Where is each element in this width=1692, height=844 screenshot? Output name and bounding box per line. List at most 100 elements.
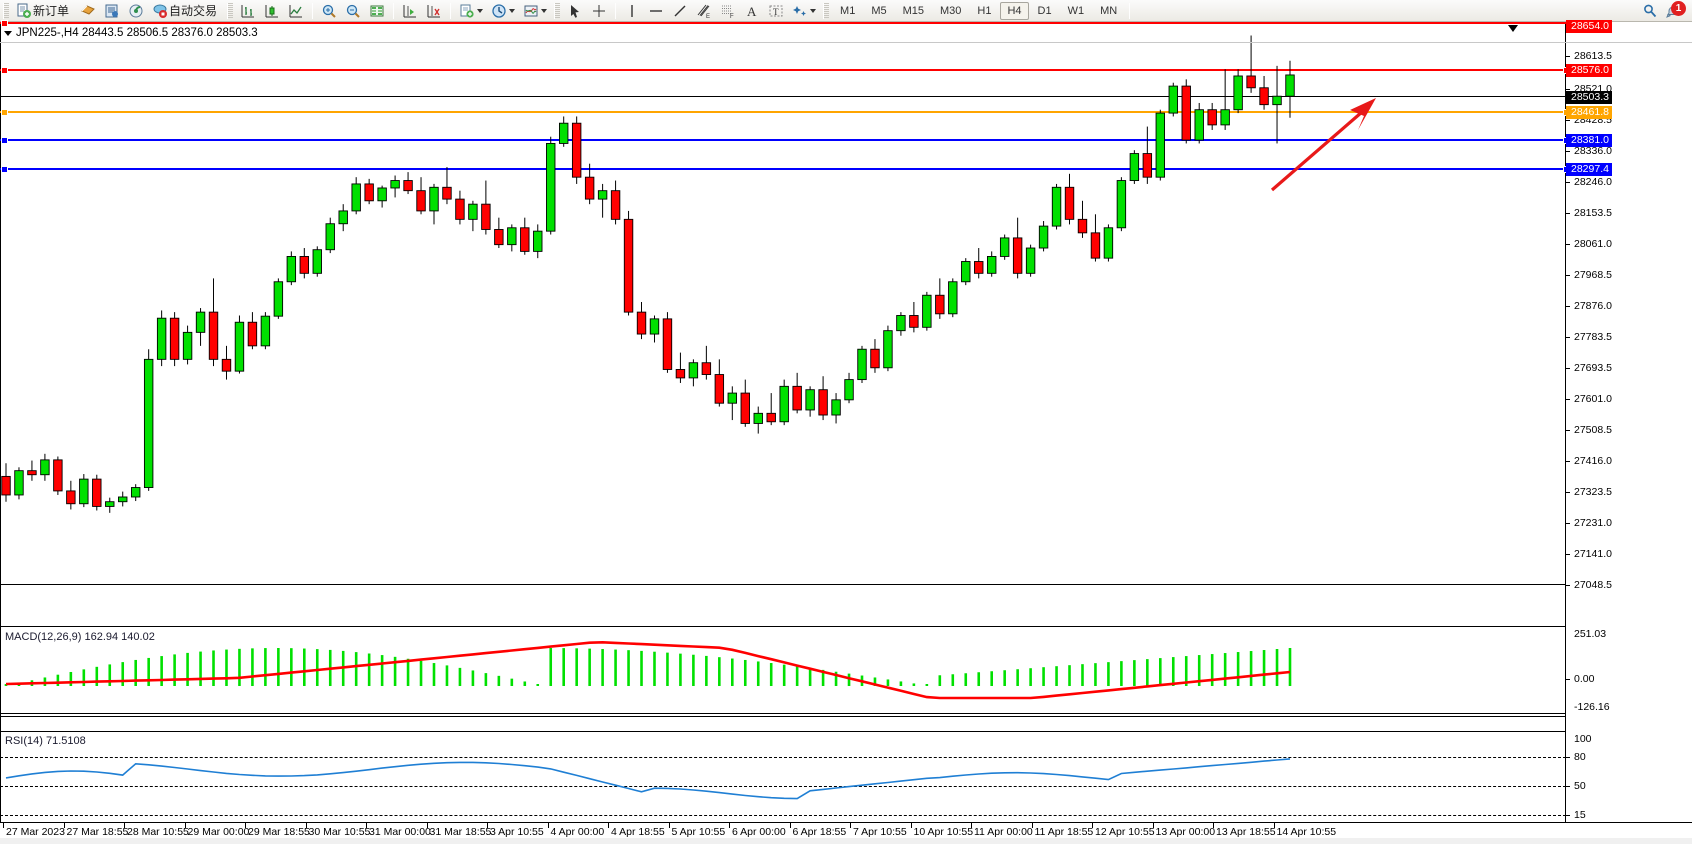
tab-timeframe-h1[interactable]: H1 bbox=[977, 4, 992, 17]
time-tick-mark bbox=[366, 823, 367, 828]
time-tick-label: 7 Apr 10:55 bbox=[853, 826, 907, 838]
line-handle-left[interactable] bbox=[1, 20, 8, 27]
rsi-series bbox=[5, 758, 1291, 800]
chevron-down-icon-2[interactable] bbox=[509, 8, 516, 13]
tab-timeframe-d1[interactable]: D1 bbox=[1037, 4, 1052, 17]
current-price-line-28503 bbox=[0, 96, 1566, 97]
time-tick-mark bbox=[1213, 823, 1214, 828]
candlestick-series bbox=[1, 35, 1295, 513]
price-tick: 28428.5 bbox=[1566, 115, 1612, 126]
toolbar-grip-4[interactable] bbox=[823, 2, 830, 19]
tab-timeframe-w1[interactable]: W1 bbox=[1067, 4, 1085, 17]
auto-scroll-icon[interactable] bbox=[423, 1, 445, 21]
chart-top-red-line[interactable] bbox=[0, 20, 1566, 27]
tab-timeframe-mn[interactable]: MN bbox=[1100, 4, 1118, 17]
template-icon[interactable] bbox=[456, 1, 486, 21]
time-tick-label: 27 Mar 2023 bbox=[6, 826, 65, 838]
line-handle-left[interactable] bbox=[1, 166, 8, 173]
text-icon[interactable]: A bbox=[741, 1, 763, 21]
text-label-icon[interactable]: T bbox=[765, 1, 787, 21]
data-window-icon[interactable] bbox=[101, 1, 123, 21]
price-tick: 27693.5 bbox=[1566, 363, 1612, 374]
time-tick-label: 4 Apr 18:55 bbox=[611, 826, 665, 838]
price-tick: 27508.5 bbox=[1566, 425, 1612, 436]
cursor-icon[interactable] bbox=[564, 1, 586, 21]
price-label-resistance: 28576.0 bbox=[1566, 64, 1612, 77]
price-label-current-price: 28503.3 bbox=[1566, 91, 1612, 104]
time-tick-mark bbox=[789, 823, 791, 828]
fibonacci-icon[interactable]: F bbox=[717, 1, 739, 21]
horizontal-scroll-strip[interactable] bbox=[0, 838, 1692, 844]
price-axis-line bbox=[1565, 22, 1566, 822]
chart-collapse-icon[interactable] bbox=[4, 30, 12, 36]
trendline-icon[interactable] bbox=[669, 1, 691, 21]
line-handle-left[interactable] bbox=[1, 109, 8, 116]
macd-label: MACD(12,26,9) 162.94 140.02 bbox=[5, 631, 155, 643]
macd-series bbox=[4, 640, 1292, 700]
search-icon[interactable] bbox=[1639, 1, 1661, 21]
macd-tick-min: -126.16 bbox=[1574, 701, 1610, 713]
navigator-icon[interactable] bbox=[125, 1, 147, 21]
time-tick-mark bbox=[910, 823, 912, 828]
price-label-pivot: 28461.8 bbox=[1566, 106, 1612, 119]
zoom-in-icon[interactable] bbox=[318, 1, 340, 21]
toolbar-grip[interactable] bbox=[3, 2, 9, 19]
auto-trading-button[interactable]: 自动交易 bbox=[149, 1, 223, 21]
time-tick-mark bbox=[971, 823, 972, 828]
tab-timeframe-m15[interactable]: M15 bbox=[902, 4, 924, 17]
toolbar-grip-2[interactable] bbox=[227, 2, 234, 19]
chevron-down-icon-4[interactable] bbox=[810, 8, 817, 13]
line-handle-left[interactable] bbox=[1, 137, 8, 144]
line-chart-icon[interactable] bbox=[285, 1, 307, 21]
period-icon[interactable] bbox=[488, 1, 518, 21]
time-tick-mark bbox=[305, 823, 307, 828]
price-tick: 27876.0 bbox=[1566, 301, 1612, 312]
vline-icon[interactable] bbox=[621, 1, 643, 21]
time-tick-mark bbox=[608, 823, 609, 828]
line-handle-left[interactable] bbox=[1, 67, 8, 74]
time-tick-mark bbox=[1092, 823, 1093, 828]
chevron-down-icon-3[interactable] bbox=[541, 8, 548, 13]
time-tick-label: 29 Mar 18:55 bbox=[248, 826, 310, 838]
tab-timeframe-m5[interactable]: M5 bbox=[871, 4, 887, 17]
time-tick-mark bbox=[850, 823, 851, 828]
tab-timeframe-m1[interactable]: M1 bbox=[840, 4, 856, 17]
crosshair-icon[interactable] bbox=[588, 1, 610, 21]
notification-bell-icon[interactable]: 1 bbox=[1663, 0, 1686, 21]
price-label-top-boundary: 28654.0 bbox=[1566, 20, 1612, 33]
new-order-button[interactable]: 新订单 bbox=[13, 1, 75, 21]
bar-chart-icon[interactable] bbox=[237, 1, 259, 21]
candlestick-chart-icon[interactable] bbox=[261, 1, 283, 21]
chart-shift-icon[interactable] bbox=[399, 1, 421, 21]
price-tick: 28336.0 bbox=[1566, 146, 1612, 157]
toolbar-separator-4 bbox=[615, 2, 617, 19]
bullish-arrow-annotation[interactable] bbox=[1258, 90, 1398, 200]
objects-icon[interactable] bbox=[789, 1, 819, 21]
time-tick-label: 3 Apr 10:55 bbox=[490, 826, 544, 838]
toolbar-grip-3[interactable] bbox=[554, 2, 561, 19]
tab-timeframe-h4[interactable]: H4 bbox=[1000, 1, 1029, 20]
time-tick-mark bbox=[668, 823, 670, 828]
notification-count-badge: 1 bbox=[1671, 0, 1686, 16]
data-grid-icon[interactable] bbox=[366, 1, 388, 21]
price-tick: 28613.5 bbox=[1566, 51, 1612, 62]
chevron-down-icon[interactable] bbox=[477, 8, 484, 13]
time-tick-mark bbox=[729, 823, 730, 828]
svg-text:E: E bbox=[706, 14, 710, 19]
indicators-icon[interactable] bbox=[520, 1, 550, 21]
equidistant-channel-icon[interactable]: E bbox=[693, 1, 715, 21]
zoom-out-icon[interactable] bbox=[342, 1, 364, 21]
rsi-tick-50: 50 bbox=[1566, 781, 1586, 792]
tab-timeframe-m30[interactable]: M30 bbox=[940, 4, 962, 17]
hline-icon[interactable] bbox=[645, 1, 667, 21]
price-tick: 28521.0 bbox=[1566, 84, 1612, 95]
chart-area[interactable]: JPN225-,H4 28443.5 28506.5 28376.0 28503… bbox=[0, 20, 1692, 844]
macd-panel-top-divider-2 bbox=[0, 626, 1566, 627]
expert-advisor-icon[interactable] bbox=[77, 1, 99, 21]
price-tick: 28246.0 bbox=[1566, 177, 1612, 188]
toolbar-separator-2 bbox=[393, 2, 395, 19]
plot-left-border bbox=[0, 22, 1, 822]
main-toolbar: 新订单 自动交易 bbox=[0, 0, 1692, 22]
chart-scroll-caret-icon[interactable] bbox=[1508, 25, 1518, 32]
time-tick-mark bbox=[3, 823, 4, 828]
